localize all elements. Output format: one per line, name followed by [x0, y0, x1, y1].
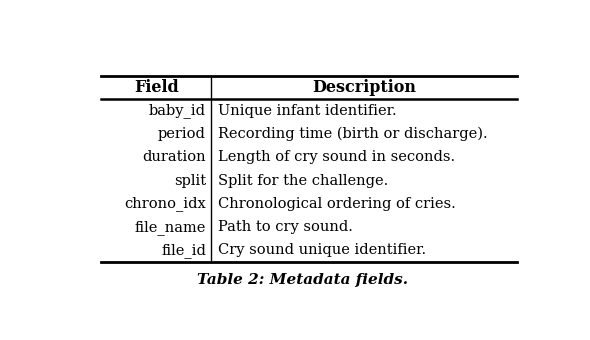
Text: Description: Description — [312, 79, 417, 96]
Text: split: split — [174, 174, 206, 188]
Text: duration: duration — [142, 151, 206, 165]
Text: baby_id: baby_id — [149, 104, 206, 118]
Text: Table 2: Metadata fields.: Table 2: Metadata fields. — [197, 273, 408, 287]
Text: chrono_idx: chrono_idx — [124, 197, 206, 211]
Text: Length of cry sound in seconds.: Length of cry sound in seconds. — [218, 151, 455, 165]
Text: Chronological ordering of cries.: Chronological ordering of cries. — [218, 197, 456, 211]
Text: Path to cry sound.: Path to cry sound. — [218, 220, 353, 234]
Text: Split for the challenge.: Split for the challenge. — [218, 174, 389, 188]
Text: Field: Field — [134, 79, 179, 96]
Text: file_name: file_name — [135, 220, 206, 235]
Text: Cry sound unique identifier.: Cry sound unique identifier. — [218, 243, 427, 257]
Text: file_id: file_id — [161, 243, 206, 258]
Text: Recording time (birth or discharge).: Recording time (birth or discharge). — [218, 127, 488, 141]
Text: Unique infant identifier.: Unique infant identifier. — [218, 104, 397, 118]
Text: period: period — [158, 127, 206, 141]
